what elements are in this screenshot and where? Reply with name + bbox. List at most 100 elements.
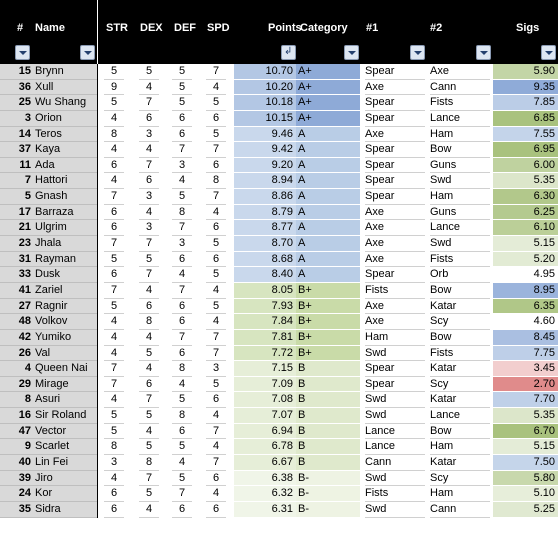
sigs-cell[interactable]: 5.35 — [493, 173, 558, 190]
points-cell[interactable]: 9.20 — [234, 157, 296, 174]
dex-cell[interactable]: 4 — [139, 142, 159, 158]
points-cell[interactable]: 6.38 — [234, 470, 296, 487]
points-cell[interactable]: 8.86 — [234, 189, 296, 205]
spd-cell[interactable]: 6 — [206, 252, 226, 268]
sigs-cell[interactable]: 3.45 — [493, 361, 558, 377]
weapon-2-cell[interactable]: Guns — [430, 205, 490, 221]
filter-sigs-dropdown-icon[interactable] — [541, 45, 556, 60]
name-cell[interactable]: Rayman — [35, 251, 97, 268]
sigs-cell[interactable]: 2.70 — [493, 376, 558, 393]
rank-cell[interactable]: 14 — [0, 126, 35, 143]
table-row[interactable]: 47 Vector 5 4 6 7 6.94 B Lance Bow 6.70 — [0, 423, 558, 440]
points-cell[interactable]: 10.15 — [234, 110, 296, 127]
dex-cell[interactable]: 7 — [139, 267, 159, 283]
weapon-1-cell[interactable]: Fists — [365, 486, 425, 502]
weapon-1-cell[interactable]: Axe — [365, 299, 425, 315]
table-row[interactable]: 16 Sir Roland 5 5 8 4 7.07 B Swd Lance 5.35 — [0, 408, 558, 424]
points-cell[interactable]: 9.42 — [234, 142, 296, 158]
category-cell[interactable]: A+ — [296, 95, 360, 111]
rank-cell[interactable]: 23 — [0, 236, 35, 252]
dex-cell[interactable]: 5 — [139, 408, 159, 424]
category-cell[interactable]: B- — [296, 470, 360, 487]
points-cell[interactable]: 8.94 — [234, 173, 296, 190]
table-row[interactable]: 24 Kor 6 5 7 4 6.32 B- Fists Ham 5.10 — [0, 486, 558, 502]
name-cell[interactable]: Sidra — [35, 501, 97, 518]
sort-points-dropdown-icon[interactable] — [281, 45, 296, 60]
points-cell[interactable]: 7.09 — [234, 376, 296, 393]
points-cell[interactable]: 8.70 — [234, 236, 296, 252]
rank-cell[interactable]: 47 — [0, 423, 35, 440]
dex-cell[interactable]: 6 — [139, 377, 159, 393]
table-row[interactable]: 11 Ada 6 7 3 6 9.20 A Spear Guns 6.00 — [0, 157, 558, 174]
weapon-1-cell[interactable]: Axe — [365, 236, 425, 252]
table-row[interactable]: 25 Wu Shang 5 7 5 5 10.18 A+ Spear Fists 7.85 — [0, 95, 558, 111]
def-cell[interactable]: 5 — [172, 95, 192, 111]
table-row[interactable]: 39 Jiro 4 7 5 6 6.38 B- Swd Scy 5.80 — [0, 470, 558, 487]
sigs-cell[interactable]: 7.55 — [493, 126, 558, 143]
category-cell[interactable]: A — [296, 173, 360, 190]
table-row[interactable]: 23 Jhala 7 7 3 5 8.70 A Axe Swd 5.15 — [0, 236, 558, 252]
weapon-2-cell[interactable]: Katar — [430, 361, 490, 377]
str-cell[interactable]: 8 — [104, 439, 124, 456]
def-cell[interactable]: 7 — [172, 220, 192, 237]
table-row[interactable]: 37 Kaya 4 4 7 7 9.42 A Spear Bow 6.95 — [0, 142, 558, 158]
name-cell[interactable]: Barraza — [35, 204, 97, 221]
dex-cell[interactable]: 5 — [139, 64, 159, 80]
weapon-2-cell[interactable]: Katar — [430, 455, 490, 471]
str-cell[interactable]: 6 — [104, 158, 124, 174]
category-cell[interactable]: A — [296, 204, 360, 221]
table-row[interactable]: 4 Queen Nai 7 4 8 3 7.15 B Spear Katar 3.45 — [0, 361, 558, 377]
def-cell[interactable]: 5 — [172, 64, 192, 80]
weapon-2-cell[interactable]: Lance — [430, 408, 490, 424]
spd-cell[interactable]: 5 — [206, 236, 226, 252]
rank-cell[interactable]: 27 — [0, 298, 35, 315]
def-cell[interactable]: 3 — [172, 236, 192, 252]
def-cell[interactable]: 8 — [172, 361, 192, 377]
sigs-cell[interactable]: 4.95 — [493, 267, 558, 283]
spd-cell[interactable]: 8 — [206, 173, 226, 190]
def-cell[interactable]: 7 — [172, 330, 192, 346]
def-cell[interactable]: 7 — [172, 486, 192, 502]
weapon-2-cell[interactable]: Fists — [430, 346, 490, 362]
dex-cell[interactable]: 8 — [139, 455, 159, 471]
weapon-1-cell[interactable]: Spear — [365, 142, 425, 158]
table-row[interactable]: 15 Brynn 5 5 5 7 10.70 A+ Spear Axe 5.90 — [0, 64, 558, 80]
name-cell[interactable]: Queen Nai — [35, 361, 97, 377]
str-cell[interactable]: 5 — [104, 252, 124, 268]
category-cell[interactable]: B+ — [296, 314, 360, 330]
weapon-1-cell[interactable]: Axe — [365, 220, 425, 237]
weapon-2-cell[interactable]: Bow — [430, 283, 490, 299]
category-cell[interactable]: A+ — [296, 64, 360, 80]
weapon-2-cell[interactable]: Bow — [430, 330, 490, 346]
str-cell[interactable]: 7 — [104, 236, 124, 252]
rank-cell[interactable]: 15 — [0, 64, 35, 80]
def-cell[interactable]: 6 — [172, 127, 192, 143]
weapon-1-cell[interactable]: Spear — [365, 158, 425, 174]
points-cell[interactable]: 10.18 — [234, 95, 296, 111]
rank-cell[interactable]: 35 — [0, 501, 35, 518]
name-cell[interactable]: Vector — [35, 423, 97, 440]
weapon-2-cell[interactable]: Ham — [430, 486, 490, 502]
def-cell[interactable]: 5 — [172, 80, 192, 96]
weapon-1-cell[interactable]: Ham — [365, 330, 425, 346]
category-cell[interactable]: A — [296, 251, 360, 268]
weapon-2-cell[interactable]: Cann — [430, 80, 490, 96]
name-cell[interactable]: Volkov — [35, 314, 97, 330]
rank-cell[interactable]: 33 — [0, 267, 35, 283]
rank-cell[interactable]: 3 — [0, 110, 35, 127]
weapon-1-cell[interactable]: Axe — [365, 127, 425, 143]
spd-cell[interactable]: 6 — [206, 502, 226, 518]
points-cell[interactable]: 10.20 — [234, 79, 296, 96]
category-cell[interactable]: B — [296, 361, 360, 377]
weapon-2-cell[interactable]: Fists — [430, 252, 490, 268]
sigs-cell[interactable]: 5.80 — [493, 470, 558, 487]
weapon-2-cell[interactable]: Lance — [430, 220, 490, 237]
table-row[interactable]: 3 Orion 4 6 6 6 10.15 A+ Spear Lance 6.85 — [0, 110, 558, 127]
def-cell[interactable]: 6 — [172, 346, 192, 362]
sigs-cell[interactable]: 8.45 — [493, 329, 558, 346]
weapon-1-cell[interactable]: Spear — [365, 111, 425, 127]
spd-cell[interactable]: 7 — [206, 346, 226, 362]
sigs-cell[interactable]: 5.10 — [493, 486, 558, 502]
spd-cell[interactable]: 3 — [206, 361, 226, 377]
sigs-cell[interactable]: 5.15 — [493, 439, 558, 456]
